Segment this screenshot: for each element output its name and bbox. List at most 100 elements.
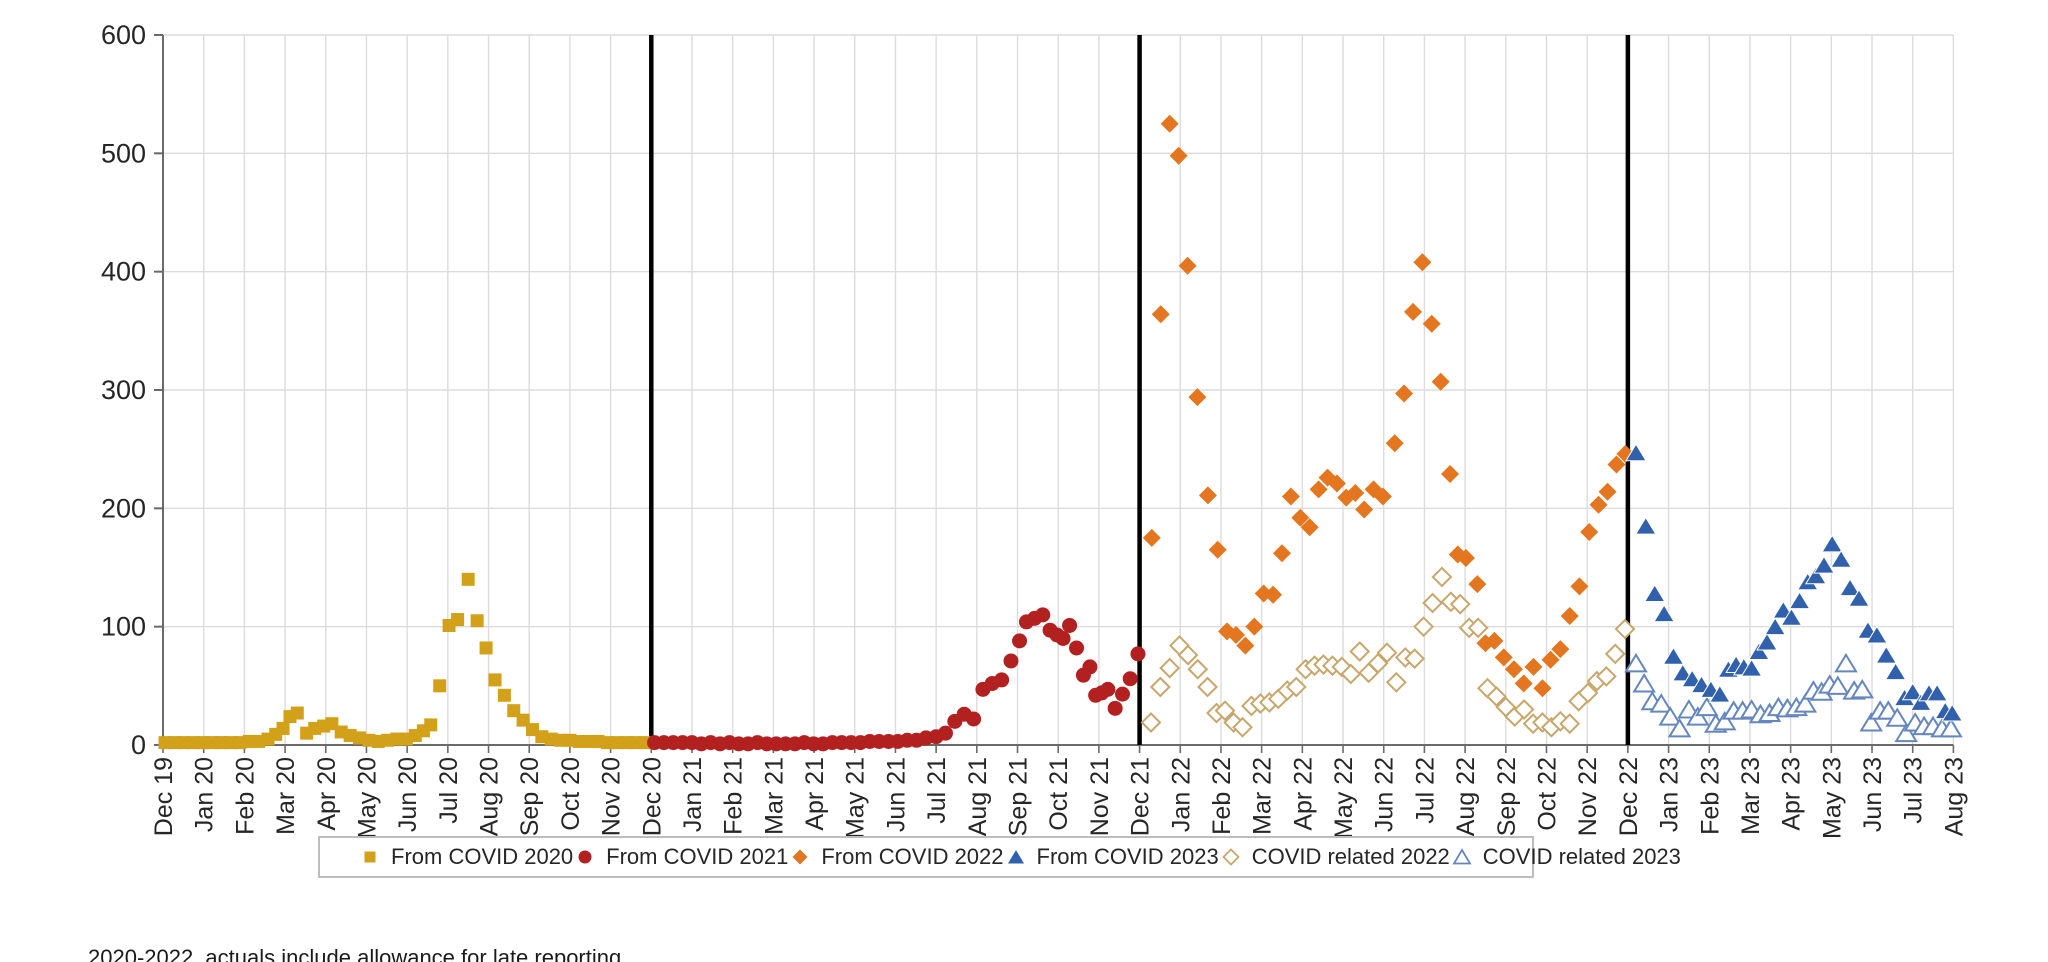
x-axis-tick-label: Sep 21 <box>1005 757 1033 836</box>
y-axis-tick-label: 300 <box>101 375 146 405</box>
data-point-diamond <box>1140 712 1162 733</box>
legend-item-from-covid-2020: From COVID 2020 <box>358 844 573 870</box>
x-axis-tick-label: Jul 22 <box>1411 757 1439 824</box>
data-point-diamond <box>1291 508 1310 527</box>
x-axis-tick-label: Apr 23 <box>1778 757 1806 831</box>
data-point-triangle <box>1686 706 1710 726</box>
x-axis-tick-label: Feb 20 <box>231 757 259 835</box>
x-axis-tick-label: Aug 20 <box>476 757 504 836</box>
data-point-diamond <box>1614 618 1636 640</box>
data-point-diamond <box>1214 700 1236 722</box>
x-axis-tick-label: Nov 20 <box>598 757 626 836</box>
data-point-circle <box>1122 671 1138 687</box>
data-point-circle <box>1100 681 1116 697</box>
triangle-legend-marker-icon <box>1007 850 1024 864</box>
data-point-diamond <box>1232 716 1253 738</box>
data-point-diamond <box>1264 585 1283 604</box>
x-axis-tick-label: Mar 21 <box>760 757 788 835</box>
data-point-diamond <box>1422 592 1443 614</box>
data-point-circle <box>1035 607 1051 623</box>
chart-legend: From COVID 2020 From COVID 2021 From COVID… <box>318 836 1681 878</box>
data-point-triangle <box>1834 652 1858 673</box>
data-point-diamond <box>1227 625 1246 644</box>
y-axis-tick-label: 200 <box>101 493 146 523</box>
x-axis-tick-label: Jun 23 <box>1859 757 1887 832</box>
x-axis-tick-label: Jul 20 <box>435 757 463 824</box>
data-point-circle <box>1012 633 1028 649</box>
data-point-diamond <box>1468 575 1487 594</box>
data-point-square <box>290 706 304 720</box>
data-point-diamond <box>1376 642 1398 664</box>
data-point-circle <box>1055 631 1071 646</box>
data-point-triangle <box>1662 646 1685 665</box>
legend-item-covid-related-2023: COVID related 2023 <box>1450 844 1681 870</box>
data-point-triangle <box>1850 678 1875 699</box>
x-axis-tick-label: Jun 22 <box>1371 757 1399 832</box>
data-point-triangle <box>1653 604 1675 623</box>
data-point-diamond <box>1514 674 1533 693</box>
x-axis-tick-label: Sep 20 <box>516 757 544 836</box>
data-point-triangle <box>1859 712 1883 732</box>
x-axis-tick-label: Mar 22 <box>1249 757 1277 835</box>
data-point-diamond <box>1169 146 1188 165</box>
data-point-diamond <box>1327 474 1346 493</box>
legend-label: COVID related 2022 <box>1251 844 1450 869</box>
x-axis-tick-label: Apr 21 <box>801 757 829 831</box>
data-point-diamond <box>1404 302 1423 321</box>
x-axis-tick-label: Dec 19 <box>150 757 178 836</box>
data-point-diamond <box>1281 487 1300 506</box>
data-point-diamond <box>1245 617 1264 636</box>
x-axis-tick-label: Jun 21 <box>882 757 910 832</box>
data-point-square <box>451 613 465 627</box>
data-point-diamond <box>1367 652 1389 674</box>
data-point-triangle <box>1939 718 1963 738</box>
data-point-triangle <box>1634 516 1657 535</box>
data-point-triangle <box>1625 443 1647 462</box>
circle-legend-marker-icon <box>578 850 592 864</box>
y-axis-tick-label: 400 <box>101 257 146 287</box>
x-axis-tick-label: May 20 <box>353 757 381 839</box>
data-point-diamond <box>1149 676 1171 698</box>
data-point-diamond <box>1431 372 1450 391</box>
data-point-diamond <box>1485 631 1504 650</box>
data-point-diamond <box>1404 648 1426 670</box>
data-point-circle <box>1107 700 1123 716</box>
data-point-triangle <box>1632 673 1656 693</box>
data-point-triangle <box>1875 645 1898 664</box>
data-point-diamond <box>1513 699 1535 720</box>
data-point-circle <box>1114 686 1130 702</box>
diamond-legend-marker-icon <box>1221 848 1240 866</box>
x-axis-tick-label: Apr 20 <box>313 757 341 831</box>
data-point-diamond <box>1373 487 1392 506</box>
x-axis-tick-label: Nov 22 <box>1574 757 1602 836</box>
x-axis-tick-label: May 21 <box>842 757 870 839</box>
data-point-diamond <box>1177 644 1199 666</box>
data-point-diamond <box>1560 607 1579 626</box>
x-axis-tick-label: Jan 22 <box>1167 757 1195 832</box>
x-axis-tick-label: Dec 22 <box>1615 757 1643 836</box>
data-point-diamond <box>1187 658 1209 680</box>
data-point-diamond <box>1349 641 1371 662</box>
data-point-diamond <box>1533 679 1552 698</box>
data-point-triangle <box>1624 652 1648 673</box>
x-axis-tick-label: Feb 21 <box>720 757 748 835</box>
data-point-diamond <box>1570 577 1589 596</box>
data-point-diamond <box>1524 657 1543 676</box>
data-point-diamond <box>1395 384 1414 403</box>
x-axis-tick-label: Oct 22 <box>1533 757 1561 831</box>
data-point-diamond <box>1340 663 1362 685</box>
data-point-triangle <box>1848 588 1870 607</box>
data-point-diamond <box>1285 676 1307 698</box>
x-axis-tick-label: Oct 20 <box>557 757 585 831</box>
data-point-diamond <box>1413 616 1435 638</box>
legend-item-from-covid-2023: From COVID 2023 <box>1004 844 1219 870</box>
data-point-triangle <box>1826 675 1850 695</box>
data-point-triangle <box>1793 693 1818 713</box>
data-point-diamond <box>1504 660 1523 679</box>
x-axis-tick-label: Aug 23 <box>1940 757 1968 836</box>
data-point-diamond <box>1273 544 1291 563</box>
legend-item-from-covid-2021: From COVID 2021 <box>573 844 788 870</box>
data-point-diamond <box>1160 114 1179 133</box>
data-point-diamond <box>1197 676 1218 698</box>
